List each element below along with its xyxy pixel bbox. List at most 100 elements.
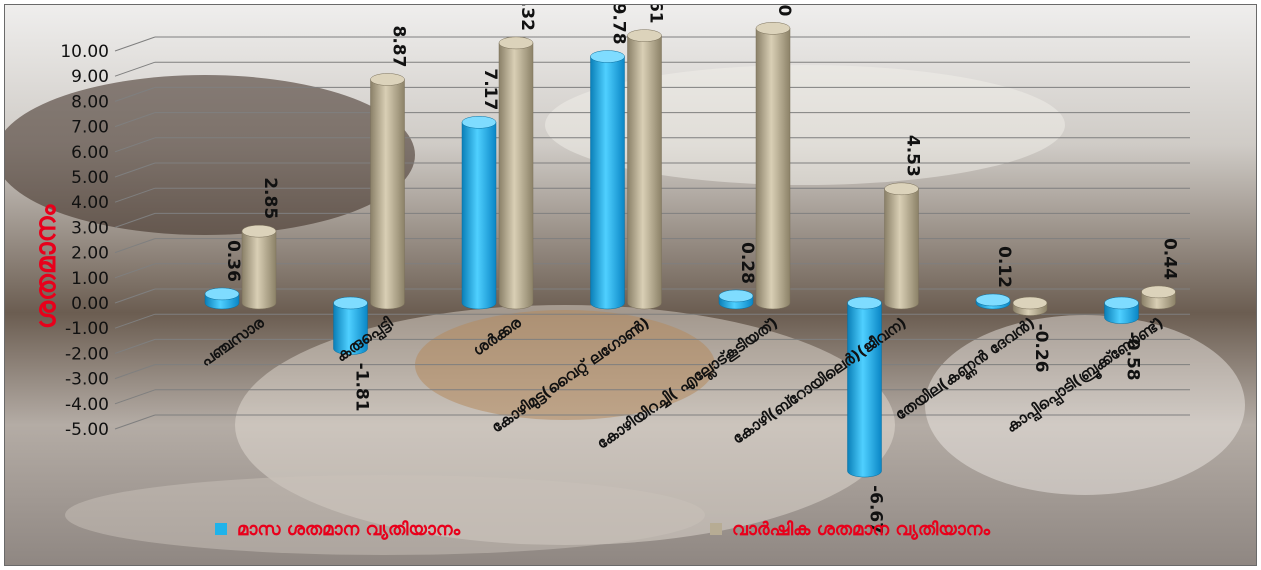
y-axis-ticks: 10.00 9.00 8.00 7.00 6.00 5.00 4.00 3.00 2.00 1.0… <box>60 42 109 440</box>
gridline-depth <box>114 162 156 178</box>
bar-body <box>498 42 534 310</box>
legend-label-monthly: മാസ ശതമാന വ്യതിയാനം <box>237 519 461 541</box>
y-tick-label: 1.00 <box>71 269 109 289</box>
bar-body <box>333 302 368 355</box>
bar-cap <box>884 182 919 196</box>
legend: മാസ ശതമാന വ്യതിയാനം വാർഷിക ശതമാന വ്യതിയാ… <box>215 519 990 541</box>
bar-body <box>241 230 277 310</box>
gridline-depth <box>114 338 156 354</box>
y-tick-label: -4.00 <box>65 395 109 415</box>
gridline-depth <box>114 86 156 102</box>
y-tick-label: 0.00 <box>71 294 109 314</box>
data-label: 0.36 <box>223 240 243 282</box>
bar-cap <box>204 287 240 301</box>
gridline-depth <box>114 36 156 52</box>
data-label: 0.12 <box>994 246 1014 288</box>
bar-cap <box>975 293 1011 307</box>
gridline-depth <box>114 263 156 279</box>
data-label: 10.32 <box>517 5 537 31</box>
y-tick-label: 6.00 <box>71 143 109 163</box>
data-label: 0.28 <box>737 242 757 284</box>
gridline-depth <box>114 187 156 203</box>
gridline-depth <box>114 313 156 329</box>
bar-body <box>884 188 919 310</box>
bar-annual <box>370 73 405 310</box>
y-tick-label: -3.00 <box>65 370 109 390</box>
gridline-depth <box>114 288 156 304</box>
data-label: 0.44 <box>1160 238 1180 280</box>
y-tick-label: 10.00 <box>60 42 109 62</box>
data-label: 8.87 <box>389 26 409 68</box>
bar-monthly <box>847 296 882 478</box>
gridline-depth <box>114 414 156 430</box>
bar-body <box>755 28 791 310</box>
gridlines <box>114 36 1190 430</box>
bar-body <box>847 302 882 478</box>
bar-cap <box>498 36 534 50</box>
legend-label-annual: വാർഷിക ശതമാന വ്യതിയാനം <box>732 519 990 541</box>
bar-cap <box>370 73 405 86</box>
y-tick-label: 9.00 <box>71 67 109 87</box>
chart-frame: 10.00 9.00 8.00 7.00 6.00 5.00 4.00 3.00 2.00 1.0… <box>4 4 1257 566</box>
category-label: ശർക്കര <box>469 313 525 360</box>
bar-cap <box>847 296 882 310</box>
y-tick-label: -1.00 <box>65 319 109 339</box>
gridline-depth <box>114 389 156 405</box>
bar-cap <box>1104 296 1139 310</box>
bar-cap <box>461 116 497 129</box>
data-label: 2.85 <box>260 177 280 219</box>
bar-monthly <box>718 289 754 310</box>
y-tick-label: 8.00 <box>71 92 109 112</box>
bar-annual <box>755 22 791 310</box>
chart-area: 10.00 9.00 8.00 7.00 6.00 5.00 4.00 3.00 2.00 1.0… <box>29 5 1190 541</box>
bar-cap <box>627 29 662 42</box>
bar-annual <box>627 29 662 310</box>
bar-annual <box>884 182 919 310</box>
data-label: -0.26 <box>1031 324 1051 373</box>
data-label: -0.58 <box>1123 332 1143 381</box>
bars <box>204 22 1176 478</box>
bar-monthly <box>590 50 625 310</box>
y-tick-label: 5.00 <box>71 168 109 188</box>
y-tick-label: 4.00 <box>71 193 109 213</box>
gridline-depth <box>114 61 156 77</box>
bar-body <box>461 122 497 310</box>
bar-cap <box>755 22 791 35</box>
bar-body <box>590 56 625 310</box>
bar-annual <box>498 36 534 310</box>
bar-cap <box>241 224 277 238</box>
bar-monthly <box>204 287 240 310</box>
data-label: 9.78 <box>609 5 629 45</box>
y-tick-label: 3.00 <box>71 218 109 238</box>
bar-cap <box>1141 285 1176 299</box>
bar-cap <box>590 50 625 63</box>
bar-body <box>370 79 405 310</box>
legend-swatch-monthly <box>215 523 227 535</box>
bar-annual <box>1012 296 1048 316</box>
y-tick-label: 7.00 <box>71 118 109 138</box>
gridline-depth <box>114 238 156 254</box>
y-tick-label: 2.00 <box>71 244 109 264</box>
y-axis-title: ശതമാനം <box>29 204 62 330</box>
bar-cap <box>333 296 368 310</box>
gridline-depth <box>114 212 156 228</box>
data-label: 7.17 <box>480 68 500 110</box>
bar-body <box>627 35 662 310</box>
bar-cap <box>1012 296 1048 310</box>
data-label: 10.90 <box>774 5 794 16</box>
bar-monthly <box>333 296 368 355</box>
data-labels: 0.36 2.85 -1.81 8.87 7.17 10.32 9.78 10.61 0.28 1… <box>223 5 1180 534</box>
bar-monthly <box>1104 296 1139 324</box>
data-label: -6.67 <box>866 485 886 534</box>
data-label: -1.81 <box>352 363 372 412</box>
bar-monthly <box>461 116 497 310</box>
gridline-depth <box>114 112 156 128</box>
legend-swatch-annual <box>710 523 722 535</box>
bar-monthly <box>975 293 1011 310</box>
data-label: 10.61 <box>646 5 666 24</box>
data-label: 4.53 <box>903 135 923 177</box>
bar-annual <box>241 224 277 310</box>
category-label: പഞ്ചസാര <box>197 313 268 370</box>
bar-cap <box>718 289 754 303</box>
y-tick-label: -5.00 <box>65 420 109 440</box>
